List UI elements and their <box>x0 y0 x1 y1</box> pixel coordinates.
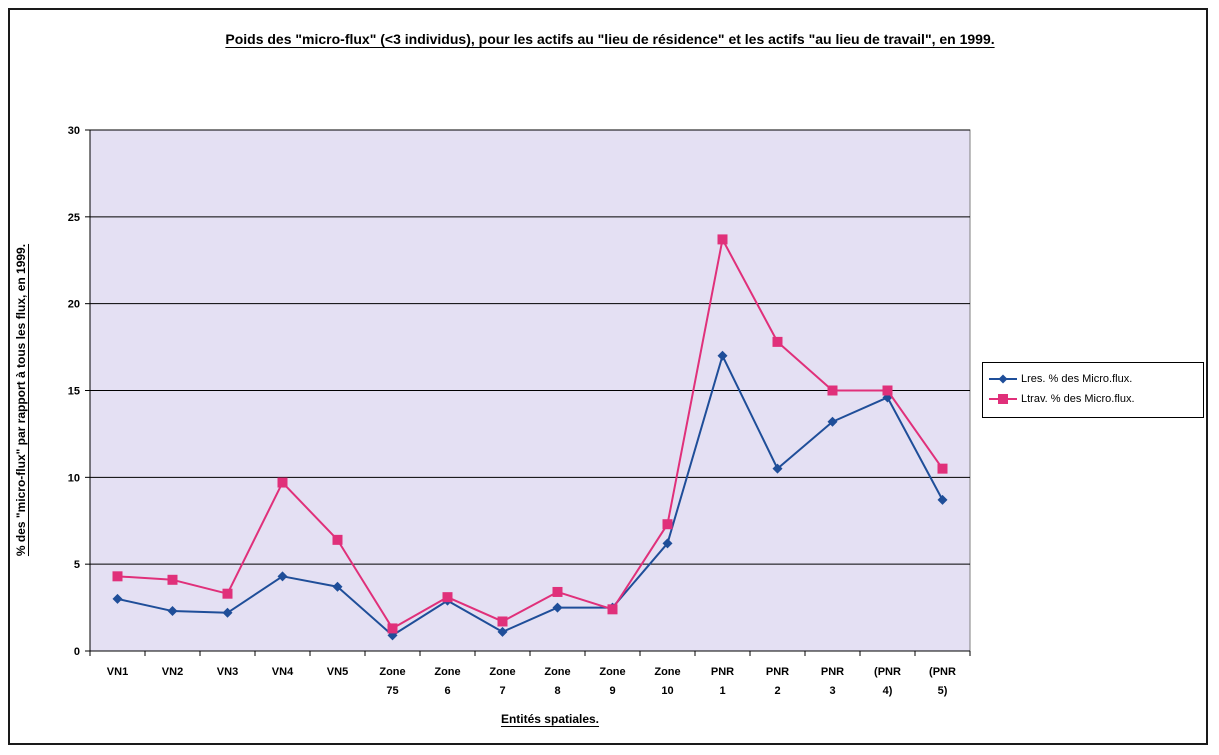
series-0-point-4 <box>332 581 343 592</box>
x-tick-label-9: Zone 9 <box>599 666 625 697</box>
y-tick-label-5: 25 <box>68 212 80 224</box>
series-1-point-11 <box>717 234 728 245</box>
x-tick-label-2: VN3 <box>217 666 238 678</box>
x-tick-label-12: PNR 2 <box>766 666 789 697</box>
series-0-point-11 <box>717 350 728 361</box>
series-0-point-10 <box>662 538 673 549</box>
series-0-point-7 <box>497 626 508 637</box>
x-tick-label-13: PNR 3 <box>821 666 844 697</box>
x-tick-label-4: VN5 <box>327 666 348 678</box>
series-1-point-2 <box>222 588 233 599</box>
x-tick-label-1: VN2 <box>162 666 183 678</box>
series-0-point-8 <box>552 602 563 613</box>
x-tick-label-10: Zone 10 <box>654 666 680 697</box>
chart-title: Poids des "micro-flux" (<3 individus), p… <box>225 31 995 47</box>
legend-label-ltrav: Ltrav. % des Micro.flux. <box>1021 393 1135 405</box>
x-tick-label-14: (PNR 4) <box>874 666 901 697</box>
x-tick-label-6: Zone 6 <box>434 666 460 697</box>
series-1-point-7 <box>497 616 508 627</box>
y-tick-label-3: 15 <box>68 386 80 398</box>
x-tick-label-11: PNR 1 <box>711 666 734 697</box>
series-0-point-2 <box>222 607 233 618</box>
legend-swatch-lres <box>989 374 1017 384</box>
series-1-point-4 <box>332 534 343 545</box>
series-0-point-0 <box>112 593 123 604</box>
x-tick-label-15: (PNR 5) <box>929 666 956 697</box>
legend-item-ltrav: Ltrav. % des Micro.flux. <box>989 389 1197 409</box>
series-1-point-15 <box>937 463 948 474</box>
series-1-point-14 <box>882 385 893 396</box>
y-tick-label-6: 30 <box>68 125 80 137</box>
y-tick-label-2: 10 <box>68 472 80 484</box>
x-tick-label-0: VN1 <box>107 666 128 678</box>
series-1-point-13 <box>827 385 838 396</box>
x-tick-label-5: Zone 75 <box>379 666 405 697</box>
legend-item-lres: Lres. % des Micro.flux. <box>989 369 1197 389</box>
series-1-point-1 <box>167 574 178 585</box>
y-tick-label-4: 20 <box>68 299 80 311</box>
legend-swatch-ltrav <box>989 394 1017 404</box>
series-line-0 <box>117 354 944 637</box>
x-tick-label-8: Zone 8 <box>544 666 570 697</box>
series-1-point-0 <box>112 571 123 582</box>
legend-label-lres: Lres. % des Micro.flux. <box>1021 373 1133 385</box>
series-1-point-10 <box>662 519 673 530</box>
series-0-point-13 <box>827 416 838 427</box>
y-axis-label: % des "micro-flux" par rapport à tous le… <box>14 243 28 557</box>
y-tick-label-1: 5 <box>74 559 80 571</box>
x-tick-label-7: Zone 7 <box>489 666 515 697</box>
legend: Lres. % des Micro.flux. Ltrav. % des Mic… <box>982 362 1204 418</box>
series-1-point-3 <box>277 477 288 488</box>
series-1-point-5 <box>387 623 398 634</box>
series-1-point-6 <box>442 592 453 603</box>
y-tick-label-0: 0 <box>74 646 80 658</box>
series-1-point-9 <box>607 604 618 615</box>
x-tick-label-3: VN4 <box>272 666 294 678</box>
series-0-point-15 <box>937 494 948 505</box>
series-1-point-8 <box>552 586 563 597</box>
series-0-point-1 <box>167 606 178 617</box>
series-0-point-3 <box>277 571 288 582</box>
series-0-point-12 <box>772 463 783 474</box>
x-axis-label: Entités spatiales. <box>500 712 600 726</box>
series-line-1 <box>117 238 944 630</box>
series-1-point-12 <box>772 336 783 347</box>
